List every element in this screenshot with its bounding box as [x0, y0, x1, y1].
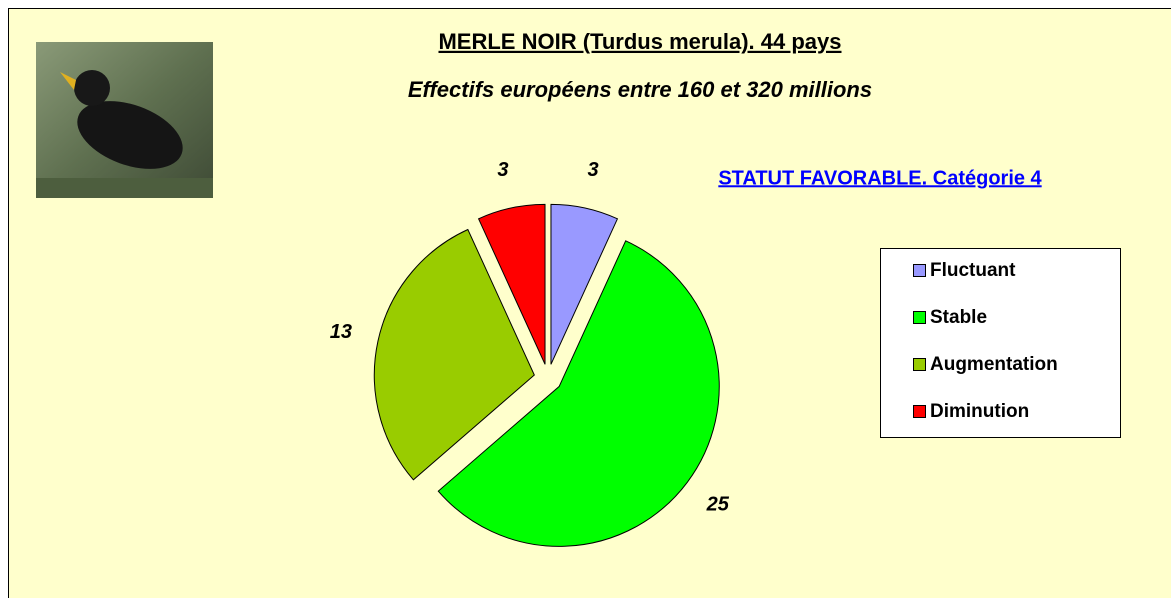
status-link[interactable]: STATUT FAVORABLE. Catégorie 4: [718, 167, 1042, 189]
legend-swatch: [914, 359, 926, 371]
chart: MERLE NOIR (Turdus merula). 44 pays Effe…: [0, 0, 1171, 598]
legend-label: Diminution: [930, 401, 1029, 422]
value-label: 3: [588, 159, 599, 181]
value-label: 25: [706, 493, 730, 515]
chart-title: MERLE NOIR (Turdus merula). 44 pays: [438, 29, 841, 54]
legend-swatch: [914, 265, 926, 277]
legend-label: Augmentation: [930, 354, 1058, 375]
chart-subtitle: Effectifs européens entre 160 et 320 mil…: [408, 77, 872, 102]
legend-label: Fluctuant: [930, 260, 1016, 281]
bird-photo: [36, 42, 213, 198]
value-label: 3: [497, 159, 508, 181]
value-label: 13: [330, 321, 352, 343]
legend-swatch: [914, 406, 926, 418]
legend-swatch: [914, 312, 926, 324]
legend-label: Stable: [930, 307, 987, 328]
